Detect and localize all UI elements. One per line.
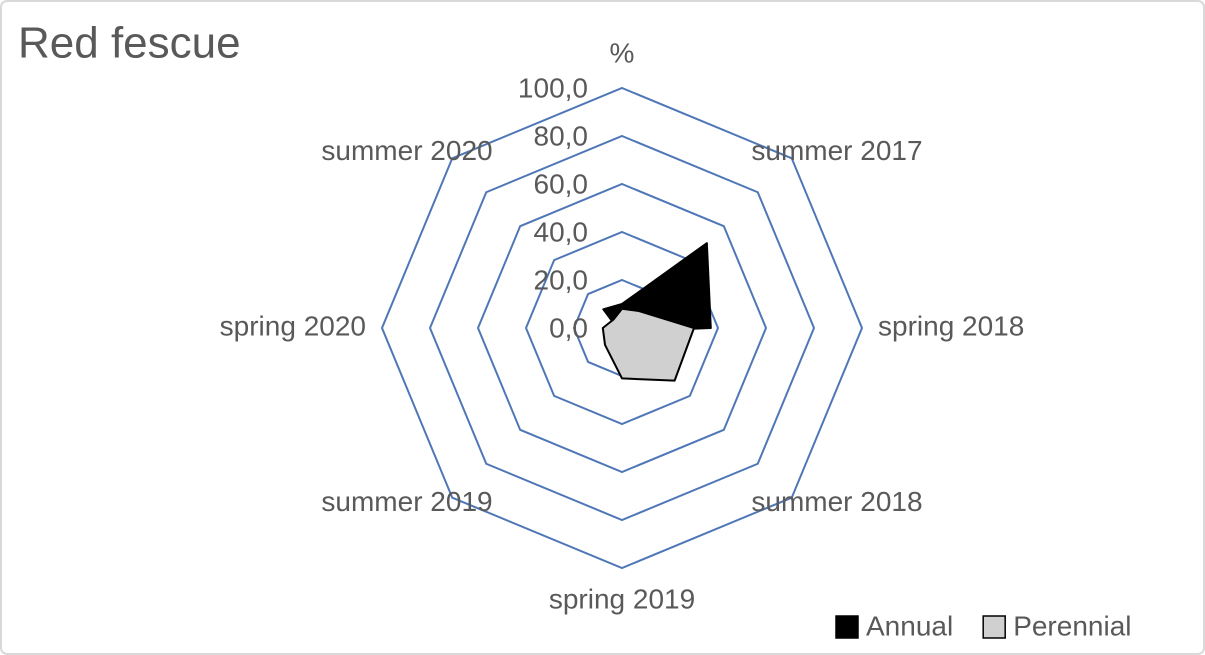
category-label: spring 2018 [878,310,1024,341]
y-tick-label: 40,0 [534,216,589,247]
category-label: summer 2017 [751,135,922,166]
category-label: spring 2019 [549,583,695,614]
y-tick-label: 0,0 [549,312,588,343]
category-label: summer 2019 [321,486,492,517]
y-tick-label: 80,0 [534,120,589,151]
category-label: spring 2020 [220,310,366,341]
legend-label: Perennial [1013,610,1131,641]
legend-swatch [982,615,1006,639]
y-tick-label: 60,0 [534,168,589,199]
legend-label: Annual [866,610,953,641]
grid-line [428,134,816,522]
y-tick-label: 20,0 [534,264,589,295]
legend-swatch [835,615,859,639]
area [601,307,695,382]
chart-title: Red fescue [18,19,241,68]
category-label: summer 2018 [751,486,922,517]
grid-line [380,86,864,570]
grid-line [476,182,768,474]
category-label: summer 2020 [321,135,492,166]
category-label: % [610,37,635,68]
y-tick-label: 100,0 [518,72,588,103]
